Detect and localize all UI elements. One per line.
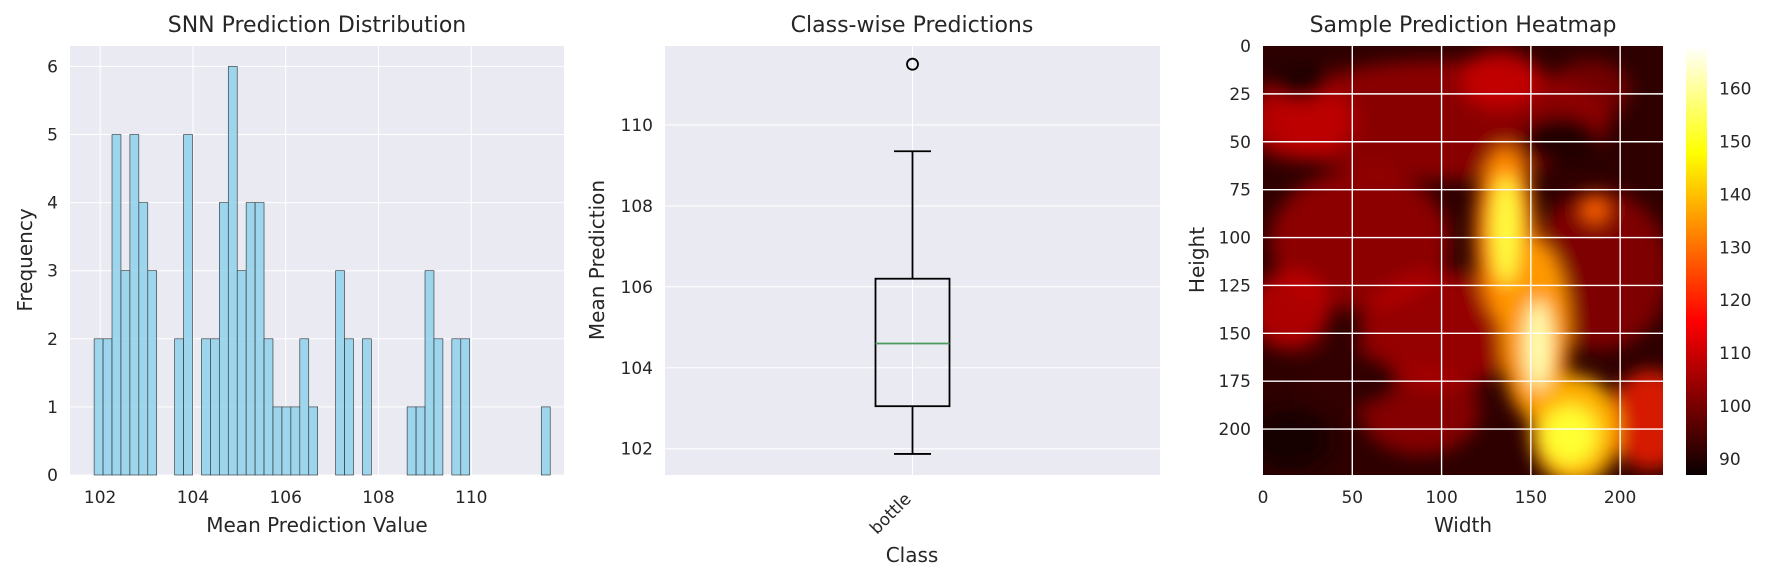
hist-bar xyxy=(129,134,140,476)
hist-bar xyxy=(540,406,551,476)
heatmap-x-tick-label: 0 xyxy=(1258,488,1269,508)
hist-bar xyxy=(201,338,211,476)
hist-y-tick-label: 2 xyxy=(47,330,58,350)
box-outlier-point xyxy=(906,57,919,71)
heatmap-x-tick-label: 200 xyxy=(1604,488,1636,508)
heatmap-x-tick-label: 150 xyxy=(1515,488,1547,508)
hist-bar xyxy=(263,338,274,476)
box-category-label: bottle xyxy=(866,489,915,538)
box-y-tick-label: 106 xyxy=(621,278,653,298)
colorbar-tick-label: 100 xyxy=(1719,397,1751,417)
box-x-label: Class xyxy=(886,543,939,567)
colorbar-tick-label: 120 xyxy=(1719,291,1751,311)
hist-bar xyxy=(210,338,220,476)
hist-bar xyxy=(451,338,462,476)
heatmap-y-tick-label: 200 xyxy=(1219,420,1251,440)
hist-bar xyxy=(290,406,301,476)
hist-bar xyxy=(254,202,265,476)
hist-y-tick-label: 3 xyxy=(47,262,58,282)
hist-bar xyxy=(102,338,113,476)
hist-y-tick-label: 6 xyxy=(47,57,58,77)
hist-bar xyxy=(415,406,426,476)
hist-bar xyxy=(236,270,247,476)
hist-bar xyxy=(183,134,193,476)
colorbar-tick-label: 130 xyxy=(1719,238,1751,258)
hist-bar xyxy=(93,338,104,476)
heatmap-x-tick-label: 50 xyxy=(1341,488,1363,508)
colorbar-tick-label: 110 xyxy=(1719,344,1751,364)
hist-x-tick-label: 108 xyxy=(362,488,394,508)
colorbar-ticks: 90 100 110 120 130 140 150 160 xyxy=(1719,79,1751,470)
hist-y-ticks: 0 1 2 3 4 5 6 xyxy=(47,57,58,486)
heatmap-y-tick-label: 25 xyxy=(1229,85,1251,105)
hist-bar xyxy=(281,406,292,476)
heatmap-x-ticks: 0 50 100 150 200 xyxy=(1258,488,1637,508)
colorbar-tick-label: 140 xyxy=(1719,185,1751,205)
hist-x-tick-label: 102 xyxy=(84,488,116,508)
box-y-tick-label: 108 xyxy=(621,197,653,217)
heatmap-y-tick-label: 0 xyxy=(1240,37,1251,57)
heatmap-y-label: Height xyxy=(1185,227,1209,293)
box-y-label: Mean Prediction xyxy=(585,180,609,340)
colorbar-tick-label: 160 xyxy=(1719,79,1751,99)
hist-y-tick-label: 1 xyxy=(47,398,58,418)
hist-bar xyxy=(433,338,444,476)
hist-bar xyxy=(174,338,184,476)
hist-bar xyxy=(362,338,372,476)
hist-y-tick-label: 5 xyxy=(47,126,58,146)
hist-title: SNN Prediction Distribution xyxy=(168,13,467,38)
hist-bar xyxy=(299,338,310,476)
hist-bar xyxy=(272,406,283,476)
heatmap-y-ticks: 0 25 50 75 100 125 150 175 200 xyxy=(1219,37,1251,440)
hist-x-tick-label: 104 xyxy=(177,488,209,508)
hist-bar xyxy=(424,270,435,476)
box-marks xyxy=(874,57,951,455)
hist-y-label: Frequency xyxy=(13,208,37,311)
heatmap-panel: 0 50 100 150 200 0 25 50 75 100 125 150 175 200 Samp… xyxy=(1185,13,1751,537)
hist-bar xyxy=(460,338,471,476)
heatmap-title: Sample Prediction Heatmap xyxy=(1310,13,1617,38)
hist-bar xyxy=(219,202,229,476)
heatmap-y-tick-label: 150 xyxy=(1219,324,1251,344)
box-iqr-rect xyxy=(874,277,951,408)
heatmap-y-tick-label: 50 xyxy=(1229,133,1251,153)
colorbar-tick-label: 150 xyxy=(1719,132,1751,152)
hist-x-label: Mean Prediction Value xyxy=(206,513,427,537)
hist-bar xyxy=(138,202,149,476)
heatmap-y-tick-label: 175 xyxy=(1219,372,1251,392)
box-y-tick-label: 104 xyxy=(621,359,653,379)
box-title: Class-wise Predictions xyxy=(791,13,1034,38)
heatmap-x-label: Width xyxy=(1434,513,1492,537)
box-y-ticks: 102 104 106 108 110 xyxy=(621,116,653,460)
hist-y-tick-label: 0 xyxy=(47,466,58,486)
heatmap-grid xyxy=(1263,46,1663,475)
hist-bar xyxy=(120,270,131,476)
hist-bars xyxy=(93,66,551,476)
hist-bar xyxy=(344,338,354,476)
boxplot-panel: 102 104 106 108 110 bottle Class-wise Predic… xyxy=(585,13,1160,567)
histogram-panel: 102 104 106 108 110 0 1 2 3 4 5 6 SNN Prediction D… xyxy=(13,13,564,537)
hist-bar xyxy=(111,134,122,476)
hist-y-tick-label: 4 xyxy=(47,194,58,214)
hist-bar xyxy=(335,270,345,476)
colorbar-tick-label: 90 xyxy=(1719,450,1741,470)
heatmap-y-tick-label: 75 xyxy=(1229,181,1251,201)
hist-bar xyxy=(147,270,158,476)
box-y-tick-label: 110 xyxy=(621,116,653,136)
hist-bar xyxy=(227,66,238,476)
hist-bar xyxy=(406,406,417,476)
heatmap-x-tick-label: 100 xyxy=(1425,488,1457,508)
hist-bar xyxy=(245,202,256,476)
heatmap-y-tick-label: 125 xyxy=(1219,276,1251,296)
hist-bar xyxy=(308,406,318,476)
heatmap-y-tick-label: 100 xyxy=(1219,229,1251,249)
hist-x-tick-label: 106 xyxy=(269,488,301,508)
colorbar xyxy=(1686,46,1707,475)
hist-x-ticks: 102 104 106 108 110 xyxy=(84,488,488,508)
hist-x-tick-label: 110 xyxy=(455,488,487,508)
box-y-tick-label: 102 xyxy=(621,440,653,460)
heatmap-image xyxy=(1263,46,1663,475)
